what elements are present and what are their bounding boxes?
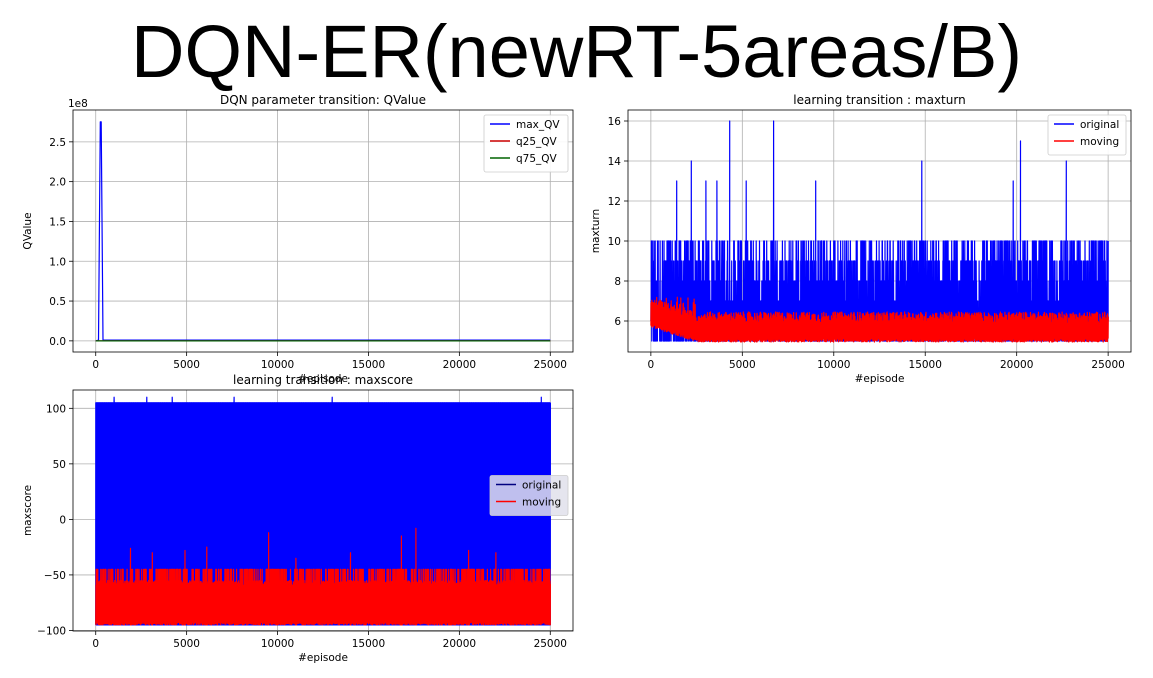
x-tick-label: 25000 bbox=[1091, 359, 1124, 371]
chart-maxturn: 0 5000 10000 15000 20000 25000 6 8 10 12 14 16 learn… bbox=[590, 93, 1132, 385]
chart-maxscore: 0 5000 10000 15000 20000 25000 −100 −50 0 50 100 le… bbox=[22, 373, 574, 664]
axes-frame bbox=[72, 109, 574, 353]
legend-label-q75_QV: q75_QV bbox=[516, 153, 558, 165]
y-axis-label: maxturn bbox=[590, 209, 602, 253]
page-title: DQN-ER(newRT-5areas/B) bbox=[131, 10, 1022, 93]
y-axis-label: maxscore bbox=[22, 485, 34, 536]
chart-title: learning transition : maxscore bbox=[233, 373, 413, 387]
y-tick-label: 12 bbox=[608, 196, 621, 208]
series-group bbox=[95, 396, 551, 626]
y-tick-label: 14 bbox=[608, 156, 622, 168]
y-tick-label: 0 bbox=[59, 514, 66, 526]
y-tick-label: 50 bbox=[53, 459, 66, 471]
x-tick-label: 0 bbox=[92, 638, 99, 650]
y-tick-label: 8 bbox=[614, 276, 621, 288]
chart-title: learning transition : maxturn bbox=[793, 93, 965, 107]
x-tick-label: 15000 bbox=[352, 359, 385, 371]
x-tick-label: 20000 bbox=[443, 638, 476, 650]
y-tick-label: 1.0 bbox=[49, 256, 66, 268]
legend-box bbox=[1047, 114, 1127, 156]
x-tick-label: 15000 bbox=[352, 638, 385, 650]
x-tick-label: 5000 bbox=[173, 638, 200, 650]
y-tick-label: 2.5 bbox=[49, 137, 66, 149]
legend-label-moving: moving bbox=[522, 497, 561, 509]
x-tick-label: 25000 bbox=[534, 359, 567, 371]
x-tick-label: 5000 bbox=[173, 359, 200, 371]
x-tick-label: 10000 bbox=[817, 359, 850, 371]
y-axis-label: QValue bbox=[22, 212, 34, 249]
legend: original moving bbox=[1047, 114, 1127, 156]
y-tick-label: −100 bbox=[37, 625, 66, 637]
y-tick-label: 10 bbox=[608, 236, 621, 248]
legend: max_QV q25_QV q75_QV bbox=[483, 114, 569, 173]
x-axis-label: #episode bbox=[855, 373, 905, 385]
x-axis-label: #episode bbox=[298, 652, 348, 664]
y-tick-label: 0.5 bbox=[49, 296, 66, 308]
y-tick-label: 2.0 bbox=[49, 177, 66, 189]
y-tick-label: 1.5 bbox=[49, 216, 66, 228]
x-tick-label: 0 bbox=[648, 359, 655, 371]
series-line-moving bbox=[650, 296, 1109, 343]
x-tick-label: 5000 bbox=[729, 359, 756, 371]
x-tick-label: 20000 bbox=[443, 359, 476, 371]
y-offset-label: 1e8 bbox=[68, 98, 88, 110]
x-tick-label: 15000 bbox=[909, 359, 942, 371]
x-tick-label: 20000 bbox=[1000, 359, 1033, 371]
y-tick-label: 0.0 bbox=[49, 336, 66, 348]
x-tick-label: 10000 bbox=[261, 638, 294, 650]
x-tick-label: 25000 bbox=[534, 638, 567, 650]
series-line-moving bbox=[95, 527, 551, 626]
y-tick-label: 16 bbox=[608, 116, 622, 128]
legend: original moving bbox=[489, 475, 569, 516]
chart-qvalue: 0 5000 10000 15000 20000 25000 0.0 0.5 1.0 1.5 2.0… bbox=[22, 93, 574, 385]
legend-label-max_QV: max_QV bbox=[516, 119, 560, 131]
x-tick-label: 0 bbox=[92, 359, 99, 371]
y-tick-label: 6 bbox=[614, 316, 621, 328]
legend-box bbox=[489, 475, 569, 516]
axes-frame bbox=[627, 109, 1132, 353]
legend-label-q25_QV: q25_QV bbox=[516, 136, 558, 148]
legend-label-moving: moving bbox=[1080, 136, 1119, 148]
y-tick-label: 100 bbox=[46, 403, 66, 415]
x-axis-label: #episode bbox=[298, 373, 348, 385]
legend-label-original: original bbox=[522, 480, 561, 492]
axes-frame bbox=[72, 389, 574, 632]
series-line-max_QV bbox=[95, 121, 551, 342]
chart-title: DQN parameter transition: QValue bbox=[220, 93, 426, 107]
legend-label-original: original bbox=[1080, 119, 1119, 131]
series-group bbox=[95, 121, 551, 342]
y-tick-label: −50 bbox=[44, 570, 66, 582]
series-group bbox=[650, 120, 1109, 343]
x-tick-label: 10000 bbox=[261, 359, 294, 371]
